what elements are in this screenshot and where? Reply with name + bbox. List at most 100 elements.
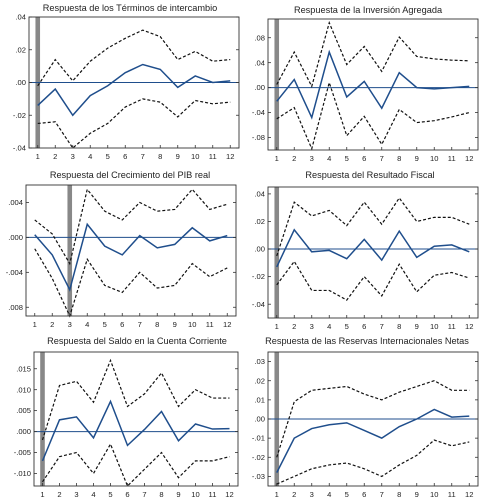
x-tick-label: 3 <box>310 490 314 499</box>
x-tick-label: 10 <box>430 322 438 331</box>
y-tick-label: -.02 <box>13 111 26 120</box>
x-tick-label: 11 <box>448 490 456 499</box>
x-tick-label: 8 <box>397 322 401 331</box>
x-tick-label: 6 <box>362 154 366 163</box>
y-tick-label: -.04 <box>252 108 265 117</box>
x-tick-label: 2 <box>50 320 54 329</box>
y-tick-label: .015 <box>16 364 31 373</box>
panel-reservas-internacionales: Respuesta de las Reservas Internacionale… <box>240 330 480 502</box>
x-tick-label: 11 <box>206 320 214 329</box>
series-line-response <box>37 63 231 117</box>
x-tick-label: 7 <box>380 154 384 163</box>
series-line-response <box>34 222 228 292</box>
panel-terminos-intercambio: Respuesta de los Términos de intercambio… <box>0 0 240 165</box>
x-tick-label: 10 <box>191 490 199 499</box>
chart-cuenta-corriente: Respuesta del Saldo en la Cuenta Corrien… <box>14 336 239 499</box>
x-tick-label: 4 <box>88 152 92 161</box>
x-tick-label: 6 <box>362 490 366 499</box>
panel-inversion-agregada: Respuesta de la Inversión Agregada -.08 -… <box>240 0 480 165</box>
series-line-lower-band <box>276 80 470 151</box>
x-tick-label: 10 <box>188 320 196 329</box>
y-tick-label: -.03 <box>252 472 265 481</box>
x-tick-label: 7 <box>142 490 146 499</box>
y-tick-label: .008 <box>8 303 23 312</box>
y-tick-label: .00 <box>15 78 26 87</box>
x-tick-label: 1 <box>275 154 279 163</box>
x-tick-label: 2 <box>292 154 296 163</box>
y-tick-label: .01 <box>254 395 265 404</box>
x-tick-label: 7 <box>380 322 384 331</box>
x-tick-label: 2 <box>292 490 296 499</box>
x-tick-label: 12 <box>465 154 473 163</box>
y-tick-label: .04 <box>15 13 26 22</box>
y-tick-label: .04 <box>254 189 265 198</box>
x-tick-label: 3 <box>68 320 72 329</box>
x-tick-label: 5 <box>345 322 349 331</box>
x-tick-label: 11 <box>448 154 456 163</box>
x-tick-label: 6 <box>362 322 366 331</box>
series-line-lower-band <box>34 248 228 318</box>
x-tick-label: 1 <box>33 320 37 329</box>
chart-title: Respuesta de la Inversión Agregada <box>294 5 443 15</box>
x-tick-label: 9 <box>173 320 177 329</box>
series-line-lower-band <box>42 442 230 488</box>
x-tick-label: 11 <box>209 152 217 161</box>
x-tick-label: 4 <box>85 320 89 329</box>
x-tick-label: 10 <box>430 490 438 499</box>
y-tick-label: -.04 <box>13 144 26 153</box>
x-tick-label: 8 <box>159 490 163 499</box>
y-tick-label: .02 <box>254 217 265 226</box>
y-tick-label: .03 <box>254 357 265 366</box>
x-tick-label: 5 <box>103 320 107 329</box>
series-line-response <box>41 399 230 462</box>
x-tick-label: 12 <box>465 322 473 331</box>
series-line-response <box>276 408 470 473</box>
x-tick-label: 11 <box>448 322 456 331</box>
y-tick-label: .000 <box>8 233 23 242</box>
chart-reservas-internacionales: Respuesta de las Reservas Internacionale… <box>252 336 479 499</box>
x-tick-label: 4 <box>327 490 331 499</box>
series-line-lower-band <box>37 98 231 149</box>
x-tick-label: 3 <box>310 154 314 163</box>
x-tick-label: 8 <box>158 152 162 161</box>
chart-title: Respuesta del Saldo en la Cuenta Corrien… <box>47 336 227 346</box>
shock-marker <box>67 185 73 316</box>
x-tick-label: 7 <box>141 152 145 161</box>
y-tick-label: .02 <box>15 45 26 54</box>
y-tick-label: .000 <box>16 427 31 436</box>
x-tick-label: 5 <box>345 154 349 163</box>
y-tick-label: .004 <box>8 198 23 207</box>
x-tick-label: 6 <box>123 152 127 161</box>
panel-cuenta-corriente: Respuesta del Saldo en la Cuenta Corrien… <box>0 330 240 502</box>
x-tick-label: 10 <box>430 154 438 163</box>
chart-title: Respuesta de las Reservas Internacionale… <box>265 336 469 346</box>
x-tick-label: 9 <box>415 490 419 499</box>
x-tick-label: 9 <box>176 152 180 161</box>
y-tick-label: -.02 <box>252 272 265 281</box>
y-tick-label: -.004 <box>6 268 23 277</box>
x-tick-label: 2 <box>57 490 61 499</box>
x-tick-label: 9 <box>415 322 419 331</box>
x-tick-label: 4 <box>91 490 95 499</box>
plot-frame <box>267 186 479 319</box>
y-tick-label: -.02 <box>252 453 265 462</box>
series-line-upper-band <box>276 380 470 458</box>
chart-inversion-agregada: Respuesta de la Inversión Agregada -.08 -… <box>252 5 479 163</box>
y-tick-label: .04 <box>254 58 265 67</box>
x-tick-label: 7 <box>380 490 384 499</box>
plot-frame <box>267 18 479 151</box>
x-tick-label: 5 <box>108 490 112 499</box>
series-line-upper-band <box>41 358 230 441</box>
y-tick-label: -.08 <box>252 133 265 142</box>
y-tick-label: .08 <box>254 33 265 42</box>
plot-frame <box>25 184 237 317</box>
panel-resultado-fiscal: Respuesta del Resultado Fiscal -.04 -.02.… <box>240 165 480 331</box>
x-tick-label: 8 <box>397 154 401 163</box>
series-line-response <box>276 228 470 268</box>
series-line-upper-band <box>34 188 228 266</box>
x-tick-label: 1 <box>275 322 279 331</box>
y-tick-label: -.010 <box>14 469 31 478</box>
shock-marker <box>274 187 280 318</box>
chart-title: Respuesta del Crecimiento del PIB real <box>50 170 210 180</box>
